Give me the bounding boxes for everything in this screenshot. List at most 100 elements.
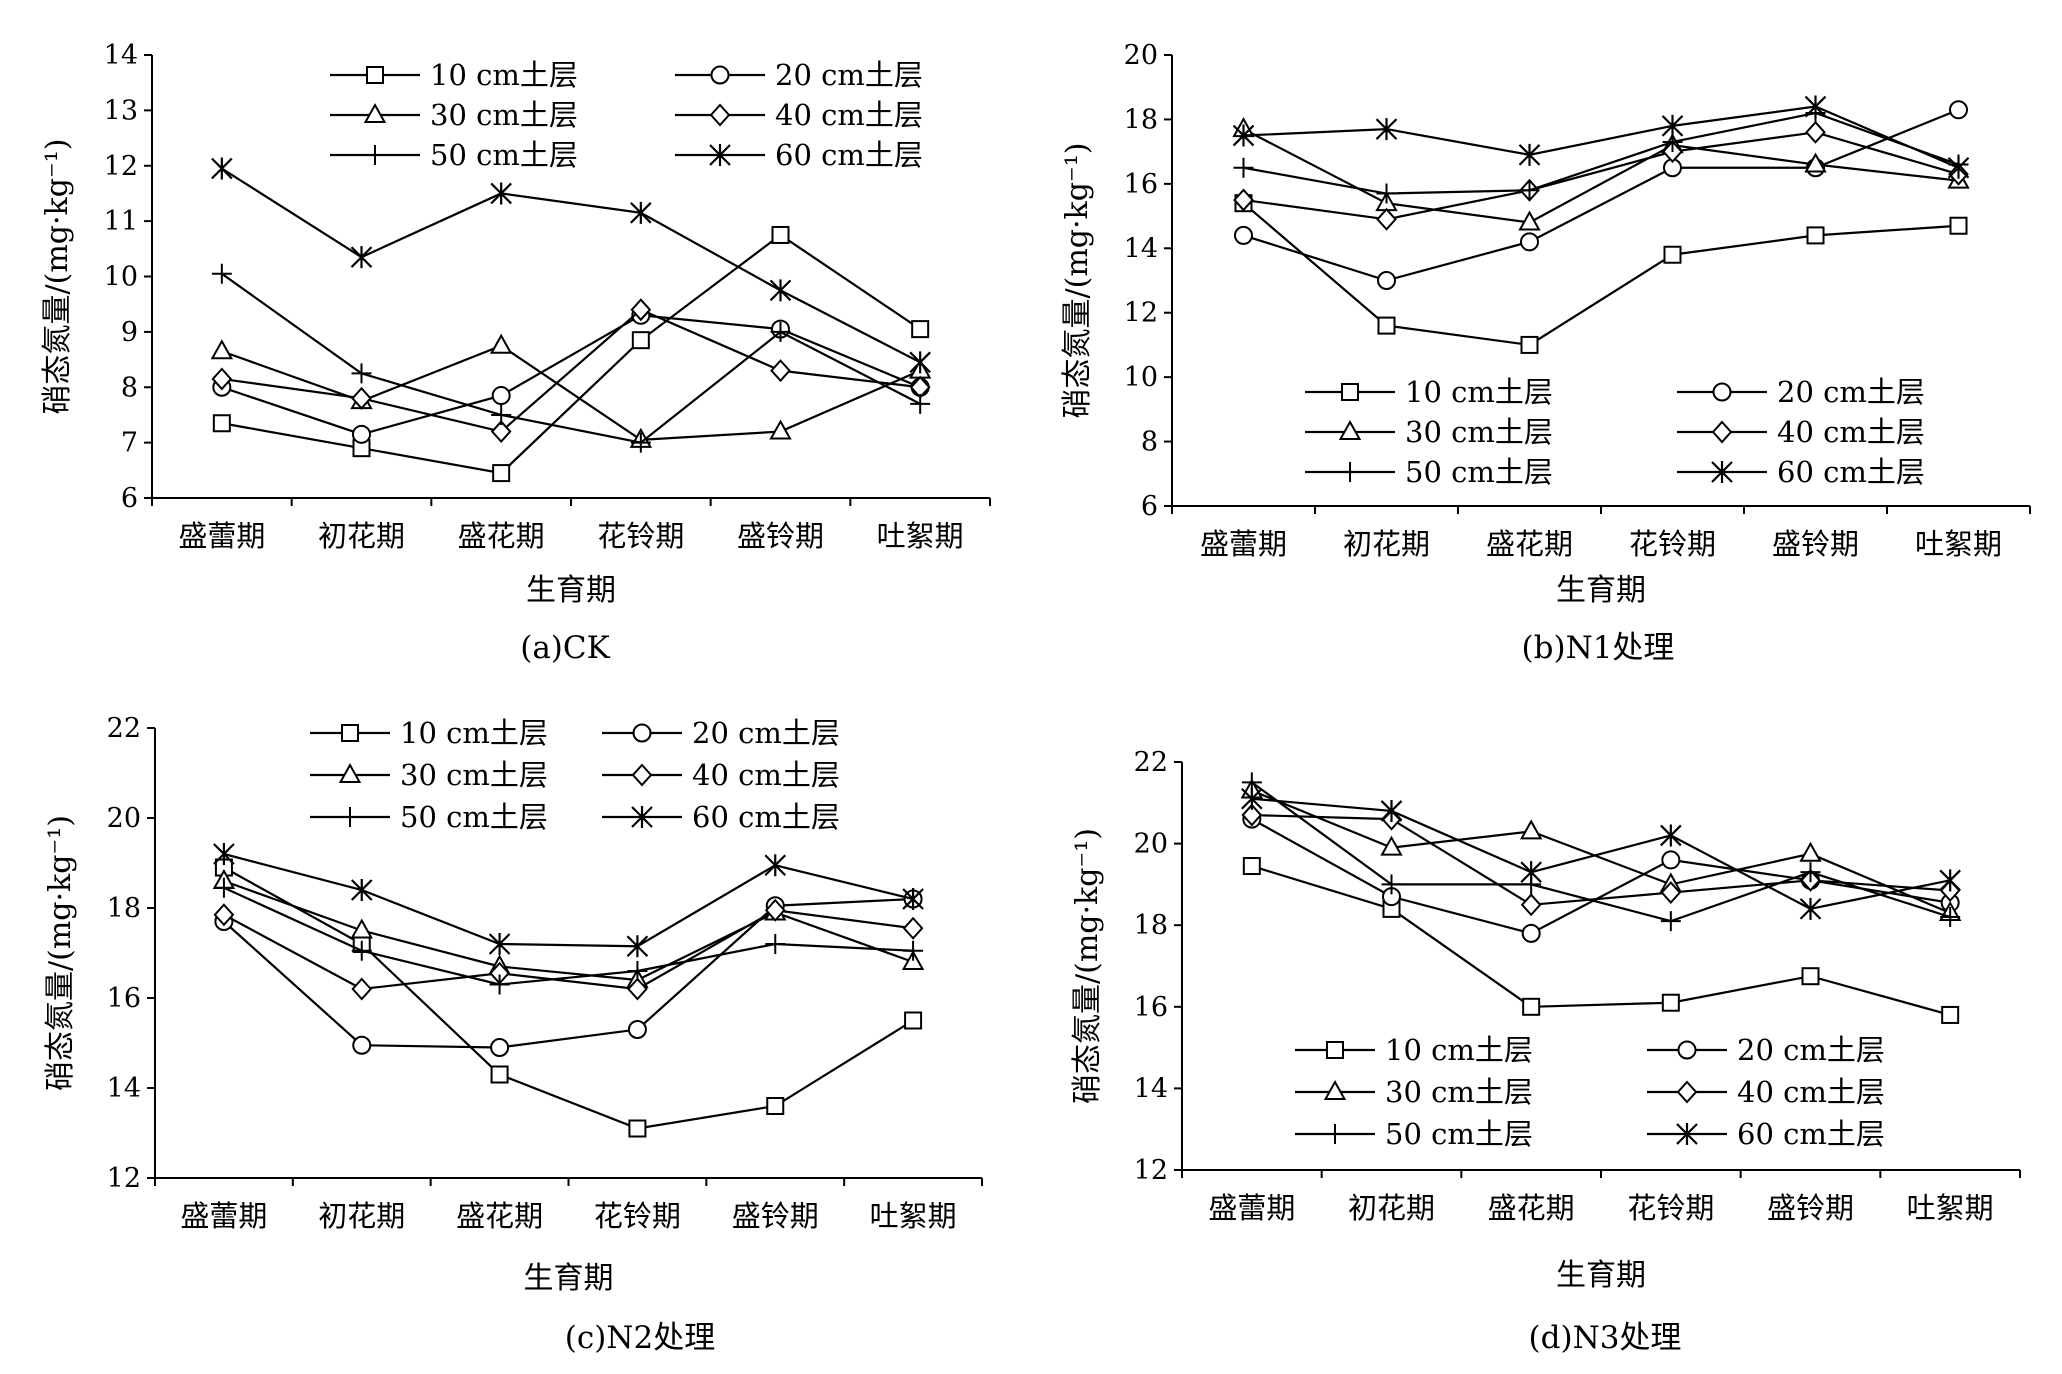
data-point	[491, 404, 512, 425]
legend-item: 10 cm土层	[1305, 375, 1553, 409]
data-point	[631, 331, 650, 350]
legend-label: 30 cm土层	[430, 98, 578, 132]
series-line	[1243, 108, 1959, 282]
legend: 10 cm土层 20 cm土层 30 cm土层 40 cm土层 50 cm土层 60 cm…	[330, 58, 923, 172]
x-category-label: 初花期	[1348, 1191, 1435, 1225]
legend-item: 30 cm土层	[330, 98, 578, 132]
legend-label: 20 cm土层	[1737, 1033, 1885, 1067]
data-point	[764, 854, 787, 877]
data-point	[351, 386, 372, 410]
y-tick-label: 18	[1134, 910, 1168, 941]
data-point	[911, 320, 930, 339]
x-category-label: 盛铃期	[732, 1199, 819, 1233]
x-category-label: 吐絮期	[1915, 527, 2002, 561]
data-point	[764, 898, 786, 922]
data-point	[492, 464, 511, 483]
data-point	[910, 393, 931, 414]
legend-item: 60 cm土层	[602, 800, 840, 834]
data-point	[1519, 819, 1543, 840]
y-tick-label: 16	[1134, 992, 1168, 1023]
legend-item: 10 cm土层	[330, 58, 578, 92]
data-point	[1806, 226, 1825, 245]
data-point	[350, 246, 373, 269]
legend-item: 20 cm土层	[675, 58, 923, 92]
legend-label: 40 cm土层	[692, 758, 840, 792]
y-tick-label: 22	[1134, 747, 1168, 778]
data-point	[1377, 271, 1396, 290]
legend-marker	[1326, 1041, 1344, 1059]
y-tick-label: 20	[107, 803, 141, 834]
legend-item: 50 cm土层	[310, 800, 548, 834]
data-point	[213, 877, 234, 898]
y-axis-title: 硝态氮量/(mg·kg⁻¹)	[1060, 143, 1095, 419]
x-category-label: 盛蕾期	[1200, 527, 1287, 561]
data-point	[627, 961, 648, 981]
x-category-label: 盛花期	[456, 1199, 543, 1233]
x-category-label: 吐絮期	[1907, 1191, 1994, 1225]
legend-label: 50 cm土层	[430, 138, 578, 172]
data-point	[1520, 335, 1539, 354]
series-0	[1242, 857, 1960, 1024]
data-point	[1375, 118, 1398, 141]
data-point	[1804, 95, 1827, 118]
data-point	[351, 940, 372, 961]
data-point	[765, 934, 786, 954]
legend-item: 40 cm土层	[1647, 1075, 1885, 1109]
y-axis-title: 硝态氮量/(mg·kg⁻¹)	[1070, 828, 1105, 1104]
legend-item: 60 cm土层	[1647, 1117, 1885, 1151]
x-category-label: 盛铃期	[1772, 527, 1859, 561]
legend-marker	[709, 144, 731, 166]
series-line	[223, 886, 914, 986]
data-point	[909, 351, 931, 374]
x-category-label: 盛花期	[1486, 527, 1573, 561]
series-line	[223, 897, 914, 1049]
data-point	[1947, 156, 1970, 179]
series-1	[1242, 809, 1960, 943]
panel-caption: (c)N2处理	[565, 1320, 715, 1356]
legend-item: 10 cm土层	[310, 716, 548, 750]
y-tick-label: 12	[1124, 298, 1158, 329]
data-point	[628, 1119, 647, 1138]
legend-marker	[338, 762, 362, 783]
y-tick-label: 14	[1134, 1073, 1168, 1104]
y-tick-label: 13	[104, 95, 138, 126]
y-tick-label: 7	[121, 428, 138, 459]
x-category-label: 初花期	[318, 1199, 405, 1233]
legend-label: 10 cm土层	[400, 716, 548, 750]
legend-label: 40 cm土层	[775, 98, 923, 132]
data-point	[490, 1038, 510, 1057]
legend-label: 20 cm土层	[1777, 375, 1925, 409]
y-axis-title: 硝态氮量/(mg·kg⁻¹)	[43, 815, 78, 1091]
data-point	[351, 977, 373, 1001]
y-tick-label: 8	[121, 372, 138, 403]
legend-item: 60 cm土层	[675, 138, 923, 172]
series-line	[223, 866, 914, 1130]
y-tick-label: 14	[1124, 233, 1158, 264]
series-3	[211, 298, 931, 444]
legend-marker	[1711, 420, 1733, 444]
data-point	[1233, 188, 1254, 212]
series-5	[1232, 95, 1970, 179]
y-tick-label: 11	[104, 206, 138, 237]
data-point	[769, 279, 792, 302]
legend-item: 30 cm土层	[310, 758, 548, 792]
legend-label: 20 cm土层	[692, 716, 840, 750]
legend-label: 10 cm土层	[1385, 1033, 1533, 1067]
legend-marker	[1677, 1040, 1697, 1060]
data-point	[1520, 861, 1542, 884]
legend-label: 40 cm土层	[1737, 1075, 1885, 1109]
y-tick-label: 6	[121, 483, 138, 514]
data-point	[350, 879, 373, 901]
data-point	[770, 321, 791, 342]
legend-marker	[631, 763, 653, 787]
x-category-label: 吐絮期	[877, 519, 964, 553]
legend-marker	[1711, 461, 1733, 483]
legend-label: 60 cm土层	[692, 800, 840, 834]
y-tick-label: 12	[104, 151, 138, 182]
y-tick-label: 18	[107, 893, 141, 924]
x-category-label: 盛蕾期	[178, 519, 265, 553]
legend: 10 cm土层 20 cm土层 30 cm土层 40 cm土层 50 cm土层 60 cm…	[1305, 375, 1925, 489]
series-4	[1233, 102, 1969, 204]
series-3	[1233, 120, 1969, 231]
